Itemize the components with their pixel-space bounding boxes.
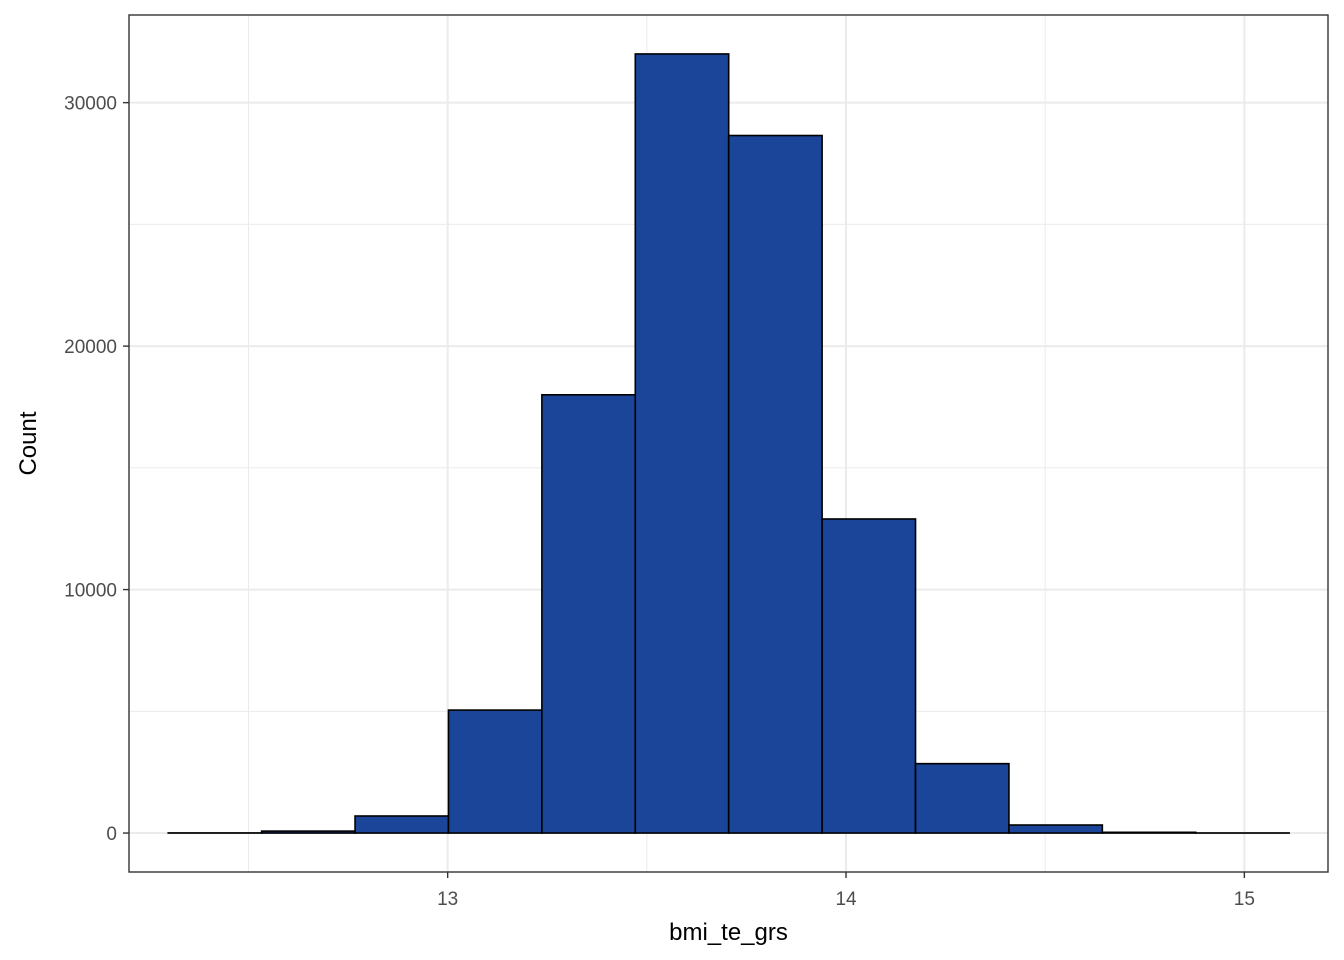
histogram-bar bbox=[260, 830, 356, 834]
histogram-bar bbox=[1008, 824, 1104, 834]
y-tick-label: 0 bbox=[106, 824, 117, 845]
y-tick-label: 10000 bbox=[64, 581, 117, 602]
x-axis-title: bmi_te_grs bbox=[669, 919, 788, 946]
x-tick-label: 13 bbox=[437, 889, 458, 910]
y-tick-label: 30000 bbox=[64, 94, 117, 115]
histogram-bar bbox=[541, 394, 637, 834]
y-tick-label: 20000 bbox=[64, 337, 117, 358]
histogram-bar bbox=[634, 53, 730, 834]
x-tick-label: 15 bbox=[1234, 889, 1255, 910]
histogram-bar bbox=[914, 762, 1010, 834]
y-axis-ticks: 0 10000 20000 30000 bbox=[64, 94, 129, 845]
x-axis-ticks: 13 14 15 bbox=[437, 872, 1255, 910]
histogram-bars bbox=[167, 53, 1290, 834]
y-axis-title: Count bbox=[15, 411, 42, 475]
histogram-bar bbox=[447, 709, 543, 834]
histogram-bar bbox=[821, 518, 917, 834]
histogram-bar bbox=[1101, 831, 1197, 834]
histogram-bar bbox=[727, 134, 823, 834]
histogram-bar bbox=[354, 815, 450, 834]
panel-border bbox=[128, 14, 1329, 873]
x-tick-label: 14 bbox=[835, 889, 857, 910]
